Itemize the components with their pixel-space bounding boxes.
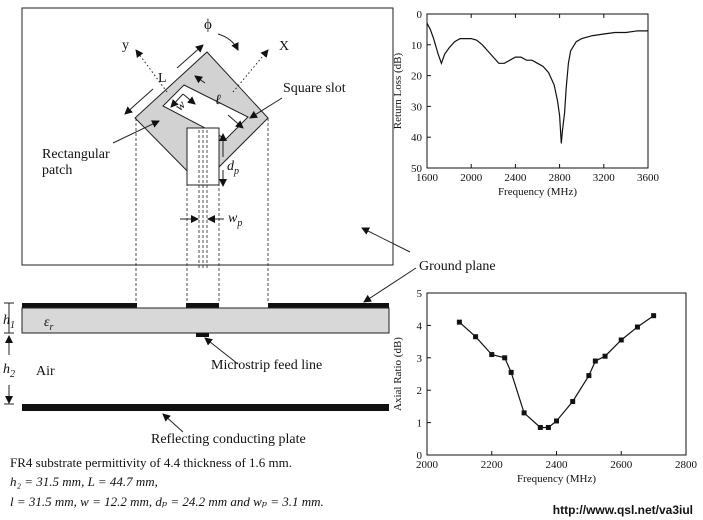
- label-wp: wp: [228, 211, 242, 229]
- x-tick-label: 3600: [637, 172, 660, 184]
- label-axis-y: y: [122, 38, 129, 53]
- square-patch: [134, 51, 269, 186]
- label-h1: h1: [3, 313, 15, 331]
- plot-frame: [426, 292, 687, 456]
- data-point: [570, 399, 576, 405]
- height-dimensions: [4, 302, 14, 405]
- axes-arrows: [135, 49, 269, 93]
- projection-lines: [135, 118, 269, 304]
- y-tick-label: 50: [411, 163, 423, 175]
- label-dp: dp: [227, 159, 239, 177]
- label-l: ℓ: [215, 93, 221, 108]
- dimension-L: [124, 44, 204, 115]
- dimension-w: [170, 93, 196, 108]
- x-tick-label: 2200: [481, 459, 504, 471]
- x-axis-label: Frequency (MHz): [498, 186, 577, 198]
- y-axis-label: Return Loss (dB): [392, 52, 404, 129]
- label-reflecting: Reflecting conducting plate: [151, 432, 306, 447]
- y-tick-label: 3: [417, 353, 423, 365]
- data-point: [602, 353, 608, 359]
- x-tick-label: 2000: [416, 459, 439, 471]
- label-microstrip: Microstrip feed line: [211, 358, 322, 373]
- series-line: [458, 315, 654, 429]
- axial-ratio-chart: 2000 2200 2400 2600 2800 0 1 2 3 4 5 Frequency (MHz…: [392, 288, 698, 485]
- data-point: [618, 337, 624, 343]
- data-point: [586, 373, 592, 379]
- data-point: [545, 424, 551, 430]
- data-point: [634, 324, 640, 330]
- y-tick-label: 0: [417, 450, 423, 462]
- y-tick-label: 40: [411, 132, 423, 144]
- caption-line-1: FR4 substrate permittivity of 4.4 thickn…: [10, 455, 293, 470]
- label-h2: h2: [3, 362, 15, 380]
- data-point: [592, 358, 598, 364]
- data-point: [554, 418, 559, 424]
- y-tick-label: 0: [417, 9, 423, 21]
- label-axis-x: X: [279, 39, 289, 54]
- data-point: [651, 313, 657, 319]
- label-ground-plane: Ground plane: [419, 259, 496, 274]
- y-tick-label: 1: [417, 418, 423, 430]
- data-point: [489, 352, 495, 358]
- label-L: L: [158, 71, 167, 86]
- source-watermark: http://www.qsl.net/va3iul: [552, 503, 693, 517]
- data-point: [508, 369, 514, 375]
- data-point: [537, 424, 543, 430]
- label-rect-patch-2: patch: [42, 163, 72, 178]
- x-tick-label: 1600: [416, 172, 439, 184]
- x-tick-label: 2800: [549, 172, 572, 184]
- microstrip-feed: [196, 333, 209, 337]
- y-tick-label: 5: [417, 288, 423, 300]
- x-axis-label: Frequency (MHz): [517, 473, 596, 485]
- plot-frame: [426, 13, 649, 169]
- ground-plane-strip: [22, 303, 389, 308]
- series-line: [426, 22, 648, 144]
- y-tick-label: 20: [411, 71, 423, 83]
- x-tick-label: 2600: [610, 459, 633, 471]
- caption-line-2: h₂ = 31.5 mm, L = 44.7 mm,: [10, 474, 158, 489]
- label-rect-patch-1: Rectangular: [42, 147, 110, 162]
- data-point: [473, 334, 479, 340]
- label-air: Air: [36, 364, 55, 379]
- data-point: [502, 355, 508, 361]
- data-point: [456, 319, 462, 325]
- y-axis-label: Axial Ratio (dB): [392, 337, 404, 411]
- data-point: [521, 410, 527, 416]
- leader-arrows: [112, 97, 417, 433]
- label-square-slot: Square slot: [283, 81, 346, 96]
- label-phi: ϕ: [204, 17, 212, 33]
- reflecting-plate: [22, 404, 389, 411]
- top-view-frame: [21, 7, 394, 266]
- x-tick-label: 2000: [460, 172, 483, 184]
- x-tick-label: 2400: [546, 459, 569, 471]
- x-tick-label: 2400: [504, 172, 527, 184]
- x-tick-label: 2800: [675, 459, 698, 471]
- y-tick-label: 4: [417, 320, 423, 332]
- substrate-layer: [21, 307, 390, 334]
- rotation-arrow: [217, 33, 239, 51]
- dimension-l: [194, 75, 244, 129]
- caption-line-3: l = 31.5 mm, w = 12.2 mm, dₚ = 24.2 mm a…: [10, 494, 324, 509]
- y-tick-label: 30: [411, 101, 423, 113]
- return-loss-chart: 1600 2000 2400 2800 3200 3600 0 10 20 30 40 50 Frequ…: [392, 9, 660, 198]
- y-tick-label: 2: [417, 385, 423, 397]
- label-eps-r: εr: [44, 315, 54, 333]
- y-tick-label: 10: [411, 40, 423, 52]
- x-tick-label: 3200: [593, 172, 616, 184]
